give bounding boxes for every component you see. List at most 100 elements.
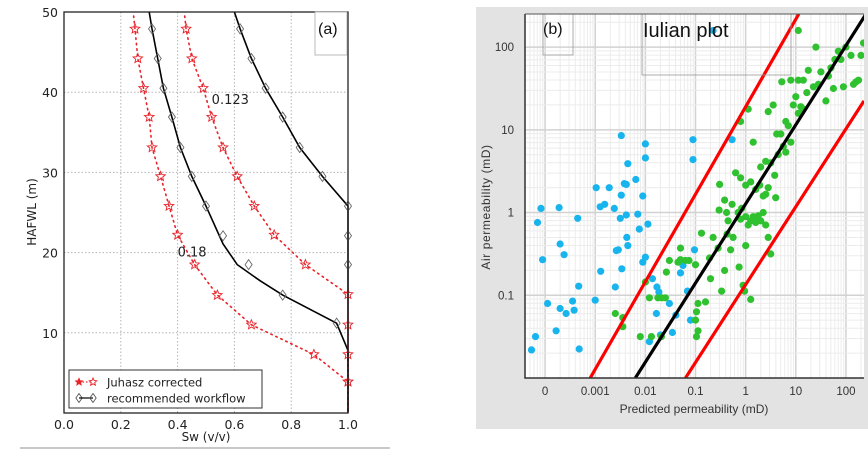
green-data-point: [691, 261, 700, 269]
blue-data-point: [562, 309, 570, 318]
star-marker: [137, 82, 150, 94]
blue-data-point: [634, 210, 642, 218]
green-data-point: [737, 174, 745, 182]
y-tick-label: 30: [42, 165, 58, 180]
blue-data-point: [616, 214, 624, 222]
green-data-point: [757, 163, 765, 171]
green-data-point: [799, 76, 807, 84]
star-marker: [248, 199, 261, 212]
green-data-point: [718, 287, 726, 295]
green-data-point: [732, 169, 740, 177]
star-marker: [163, 199, 175, 212]
green-data-point: [749, 138, 757, 146]
blue-data-point: [639, 192, 647, 200]
blue-data-point: [614, 246, 622, 254]
chart-panel-b: (b) Iulian plot 0 0.001 0.01 0.1 1 10 100 0.1 1 1…: [476, 7, 868, 429]
green-data-point: [764, 108, 772, 116]
blue-data-point: [574, 214, 582, 222]
x-tick-label: 0.1: [688, 386, 704, 398]
green-data-point: [661, 294, 669, 302]
green-data-point: [709, 233, 717, 241]
blue-data-point: [617, 191, 625, 199]
blue-data-point: [560, 251, 568, 259]
panel-label: (b): [543, 21, 563, 38]
blue-data-point: [575, 282, 583, 290]
x-tick-label: 0.2: [111, 417, 131, 432]
green-data-point: [724, 217, 732, 225]
tick-labels: 0 0.001 0.01 0.1 1 10 100 0.1 1 10 100: [495, 42, 856, 398]
blue-data-point: [601, 200, 609, 208]
blue-data-point: [652, 309, 660, 318]
green-data-point: [645, 294, 653, 302]
y-tick-label: 40: [42, 85, 58, 100]
blue-data-point: [728, 136, 736, 144]
diamond-marker: [278, 289, 287, 301]
panel-label-box: (a): [314, 11, 348, 56]
green-data-point: [729, 233, 737, 241]
diamond-marker: [247, 52, 256, 65]
blue-data-point: [575, 345, 583, 353]
x-tick-label: 0.01: [634, 386, 656, 398]
green-data-point: [764, 233, 772, 241]
green-data-point: [773, 130, 781, 138]
diamond-marker: [278, 111, 287, 123]
star-marker: [245, 318, 258, 330]
diamond-marker: [201, 200, 211, 212]
blue-data-point: [544, 299, 552, 308]
green-data-point: [676, 256, 685, 264]
green-data-point: [769, 101, 777, 109]
green-data-point: [762, 221, 770, 229]
y-tick-label: 0.1: [498, 290, 514, 302]
green-data-point: [694, 299, 702, 308]
blue-data-point: [533, 218, 542, 227]
blue-data-point: [668, 328, 676, 337]
diamond-marker: [332, 317, 341, 329]
green-data-point: [794, 26, 802, 35]
y-tick-label: 20: [42, 246, 58, 261]
plot-frame: [63, 11, 349, 414]
y-tick-label: 50: [42, 5, 58, 20]
blue-data-point: [605, 184, 613, 192]
y-axis-label: HAFWL (m): [25, 178, 39, 246]
green-data-point: [857, 51, 864, 59]
green-data-point: [735, 263, 743, 271]
green-data-point: [716, 180, 724, 188]
blue-data-point: [610, 204, 618, 212]
x-tick-label: 100: [836, 386, 855, 398]
legend: Juhasz corrected recommended workflow: [68, 369, 263, 409]
green-data-point: [721, 196, 729, 204]
star-marker: [231, 170, 244, 182]
star-marker: [299, 258, 312, 270]
annotations: 0.123 0.18: [178, 93, 249, 260]
star-marker: [171, 228, 184, 240]
x-tick-label: 0.8: [281, 417, 301, 432]
curve-annotation: 0.18: [178, 246, 207, 261]
panel-label: (a): [318, 21, 338, 38]
x-axis-label: Predicted permeability (mD): [620, 402, 769, 416]
green-data-point: [787, 138, 795, 146]
x-tick-label: 0.001: [581, 386, 610, 398]
green-data-point: [701, 298, 710, 306]
blue-data-point: [624, 242, 632, 250]
diamond-marker: [153, 52, 162, 65]
star-marker: [188, 258, 201, 270]
green-data-point: [829, 84, 837, 93]
green-data-point: [721, 266, 729, 275]
x-axis-label: Sw (v/v): [182, 430, 231, 444]
green-data-point: [665, 256, 673, 265]
y-axis-label: Air permeability (mD): [479, 144, 493, 269]
green-data-point: [694, 327, 702, 335]
1-1-line: [633, 14, 864, 378]
star-marker: [143, 110, 156, 123]
green-data-point: [822, 97, 830, 105]
chart-panel-a: 0.0 0.2 0.4 0.6 0.8 1.0 10 20 30 40 50 Sw (v/v) HA…: [0, 0, 390, 450]
green-data-point: [803, 89, 811, 97]
legend-diamond-icon: [75, 392, 83, 404]
blue-data-point: [552, 327, 560, 335]
green-data-point: [676, 244, 685, 252]
legend-label: recommended workflow: [107, 392, 246, 406]
blue-data-point: [592, 184, 600, 192]
curve-annotation: 0.123: [212, 93, 249, 108]
green-data-point: [742, 242, 750, 250]
axes-frame: [524, 14, 864, 379]
